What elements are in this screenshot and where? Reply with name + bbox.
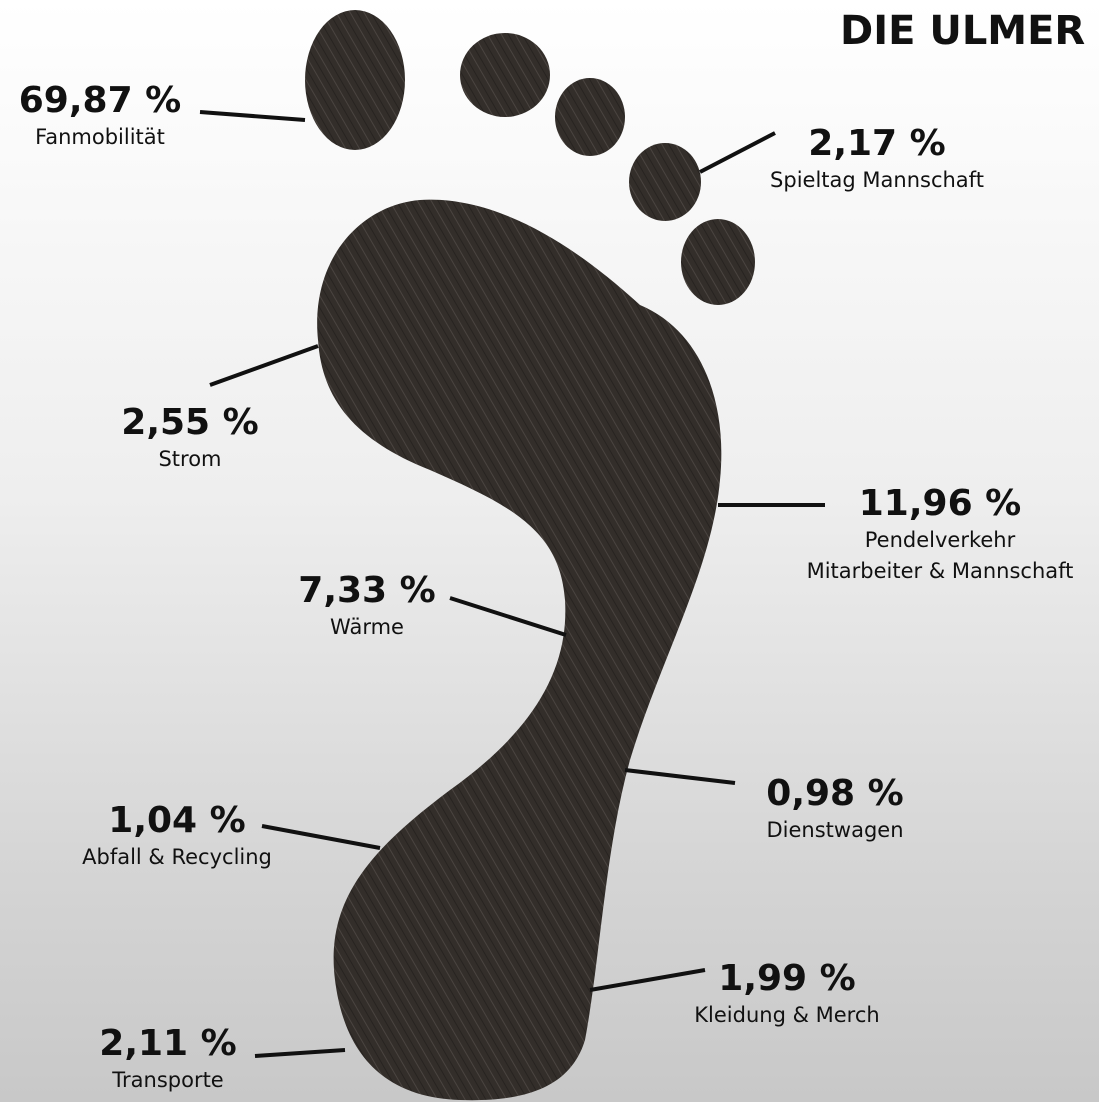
labels: 69,87 % Fanmobilität 2,17 % Spieltag Mannsc… [19, 80, 1074, 1092]
category-name: Kleidung & Merch [694, 1003, 879, 1027]
toe [681, 219, 755, 305]
toe [305, 10, 405, 150]
toe [555, 78, 625, 156]
percent-value: 0,98 % [766, 773, 903, 814]
leader-line [261, 824, 381, 850]
logo: DIE ULMER [840, 8, 1085, 54]
percent-value: 69,87 % [19, 80, 181, 121]
leader-line [699, 131, 776, 174]
category-name: Fanmobilität [35, 125, 165, 149]
footprint [305, 10, 755, 1101]
category-name: Strom [158, 447, 221, 471]
percent-value: 1,99 % [718, 958, 855, 999]
percent-value: 11,96 % [859, 483, 1021, 524]
category-name: Pendelverkehr [865, 528, 1016, 552]
category-name: Abfall & Recycling [82, 845, 272, 869]
toe [460, 33, 550, 117]
category-name: Mitarbeiter & Mannschaft [807, 559, 1074, 583]
leader-line [254, 1048, 346, 1058]
percent-value: 2,11 % [99, 1023, 236, 1064]
percent-value: 1,04 % [108, 800, 245, 841]
leader-line [209, 344, 319, 387]
leader-line [589, 968, 706, 992]
percent-value: 7,33 % [298, 570, 435, 611]
toe [629, 143, 701, 221]
leader-line [449, 596, 567, 637]
percent-value: 2,17 % [808, 123, 945, 164]
leader-line [199, 110, 306, 122]
sole [317, 199, 722, 1101]
leader-line [624, 768, 736, 785]
category-name: Transporte [111, 1068, 223, 1092]
category-name: Spieltag Mannschaft [770, 168, 984, 192]
category-name: Dienstwagen [766, 818, 903, 842]
category-name: Wärme [330, 615, 404, 639]
percent-value: 2,55 % [121, 402, 258, 443]
